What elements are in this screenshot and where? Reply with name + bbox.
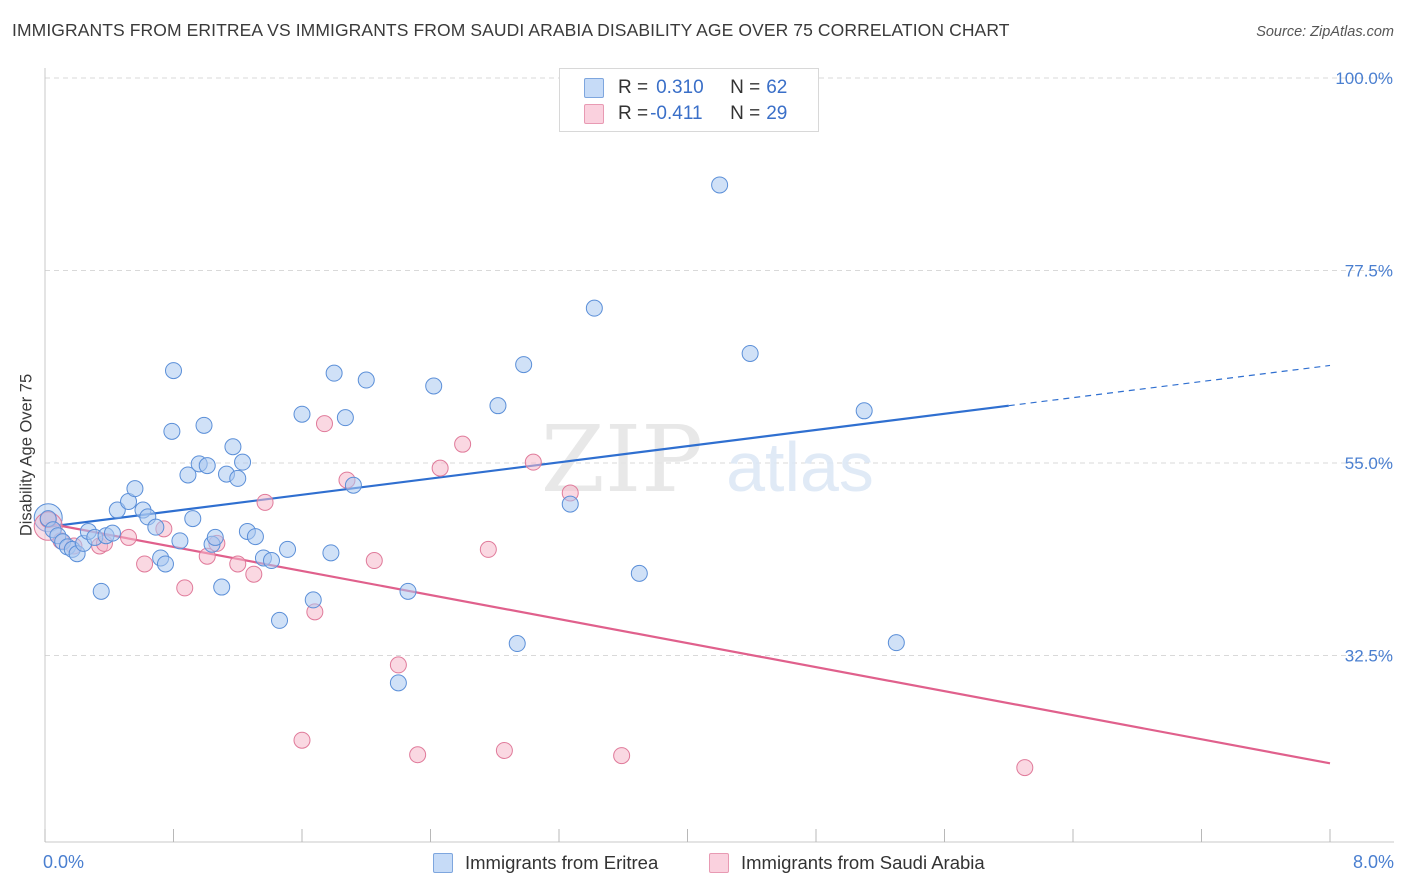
point-saudi	[245, 565, 263, 583]
point-saudi	[293, 731, 311, 749]
legend-r-value: -0.411	[650, 103, 703, 124]
point-eritrea	[336, 409, 354, 427]
legend-row-eritrea: R = 0.310 N = 62	[584, 76, 787, 100]
point-eritrea	[171, 532, 189, 550]
point-saudi	[365, 552, 383, 570]
legend-swatch-saudi	[584, 104, 604, 124]
watermark: ZIP atlas	[541, 406, 874, 513]
legend-n-label: N =	[730, 77, 761, 98]
point-eritrea	[855, 402, 873, 420]
x-tick-max: 8.0%	[1352, 852, 1394, 872]
point-saudi	[409, 746, 427, 764]
point-saudi	[256, 493, 274, 511]
legend-n-label: N =	[730, 103, 761, 124]
point-eritrea	[165, 362, 182, 380]
legend-n-value: 62	[766, 77, 788, 98]
point-eritrea	[887, 634, 905, 652]
point-saudi	[613, 747, 631, 765]
point-eritrea	[92, 582, 110, 600]
point-eritrea	[344, 476, 362, 494]
point-saudi	[479, 540, 497, 558]
legend-swatch-eritrea	[584, 78, 604, 98]
x-tick-min: 0.0%	[43, 852, 85, 872]
point-eritrea	[293, 405, 311, 423]
point-saudi	[524, 453, 542, 471]
point-saudi	[454, 435, 472, 453]
point-eritrea	[213, 578, 231, 596]
point-eritrea	[489, 397, 507, 415]
point-eritrea	[234, 453, 252, 471]
legend-r-label: R =	[618, 77, 649, 98]
point-eritrea	[184, 510, 202, 528]
point-saudi	[431, 459, 449, 477]
point-eritrea	[711, 176, 729, 194]
point-saudi	[136, 555, 154, 573]
legend: R = 0.310 N = 62 R = -0.411 N = 29	[559, 68, 819, 132]
watermark-atlas: atlas	[726, 428, 874, 506]
bottom-legend-swatch-saudi	[709, 853, 729, 873]
bottom-legend-saudi: Immigrants from Saudi Arabia	[709, 852, 985, 874]
point-eritrea	[198, 457, 216, 475]
bottom-legend-label: Immigrants from Saudi Arabia	[741, 852, 985, 873]
y-tick-label: 100.0%	[1335, 69, 1393, 88]
point-eritrea	[399, 582, 417, 600]
point-eritrea	[279, 540, 297, 558]
data-points	[33, 176, 1034, 777]
point-saudi	[315, 415, 333, 433]
bottom-legend: Immigrants from Eritrea Immigrants from …	[0, 852, 1406, 876]
legend-row-saudi: R = -0.411 N = 29	[584, 102, 787, 126]
point-eritrea	[325, 364, 343, 382]
point-saudi	[120, 528, 138, 546]
trend-line-eritrea-extension	[1008, 364, 1331, 407]
point-eritrea	[206, 528, 224, 546]
point-eritrea	[156, 555, 174, 573]
point-eritrea	[147, 518, 165, 536]
bottom-legend-swatch-eritrea	[433, 853, 453, 873]
point-eritrea	[304, 591, 322, 609]
point-eritrea	[357, 371, 375, 389]
point-eritrea	[389, 674, 407, 692]
point-eritrea	[103, 524, 121, 542]
point-eritrea	[271, 611, 289, 629]
point-eritrea	[224, 438, 242, 456]
point-eritrea	[425, 377, 443, 395]
y-tick-label: 32.5%	[1345, 647, 1393, 666]
point-saudi	[1016, 759, 1034, 777]
point-eritrea	[322, 544, 340, 562]
point-eritrea	[508, 635, 526, 653]
point-eritrea	[630, 564, 648, 582]
chart-title: IMMIGRANTS FROM ERITREA VS IMMIGRANTS FR…	[12, 20, 1010, 40]
y-tick-label: 55.0%	[1345, 454, 1393, 473]
point-eritrea	[262, 552, 280, 570]
bottom-legend-label: Immigrants from Eritrea	[465, 852, 659, 873]
point-saudi	[389, 656, 407, 674]
y-tick-labels: 32.5% 55.0% 77.5% 100.0%	[1335, 69, 1393, 666]
point-eritrea	[179, 466, 197, 484]
point-eritrea	[561, 495, 579, 513]
point-saudi	[495, 741, 513, 759]
legend-n-value: 29	[766, 103, 788, 124]
point-eritrea	[163, 422, 181, 440]
legend-r-label: R =	[618, 103, 649, 124]
bottom-legend-eritrea: Immigrants from Eritrea	[433, 852, 658, 874]
point-eritrea	[741, 344, 759, 362]
legend-r-value: 0.310	[656, 77, 704, 98]
axes	[44, 68, 1394, 843]
point-eritrea	[126, 480, 144, 498]
point-eritrea	[229, 469, 247, 487]
point-eritrea	[108, 501, 126, 519]
point-eritrea	[195, 416, 213, 434]
source-label: Source: ZipAtlas.com	[1256, 24, 1394, 40]
y-tick-label: 77.5%	[1345, 262, 1393, 281]
point-eritrea	[585, 299, 603, 317]
point-eritrea	[246, 528, 264, 546]
point-saudi	[176, 579, 194, 597]
point-eritrea	[515, 356, 533, 374]
point-saudi	[229, 555, 247, 573]
